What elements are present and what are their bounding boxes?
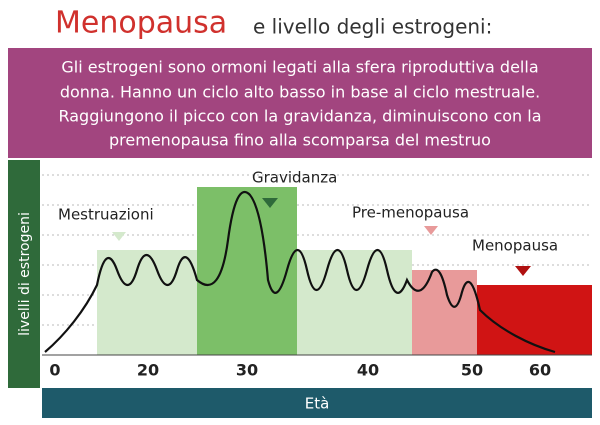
x-axis-label: Età (305, 395, 330, 413)
x-tick-label: 0 (49, 361, 60, 380)
arrow (515, 266, 531, 276)
x-tick-label: 40 (357, 361, 379, 380)
phase-zone (477, 285, 592, 355)
phase-zone (297, 250, 412, 355)
description-line: donna. Hanno un ciclo alto basso in base… (60, 83, 540, 102)
x-tick-label: 60 (529, 361, 551, 380)
y-axis-band (8, 160, 40, 388)
arrow (262, 198, 278, 208)
title: Menopausa (55, 6, 227, 41)
phase-zone (97, 250, 197, 355)
y-axis-label: livelli di estrogeni (17, 212, 33, 336)
phase-label: Menopausa (472, 237, 558, 255)
x-tick-label: 30 (236, 361, 258, 380)
x-tick-label: 50 (461, 361, 483, 380)
phase-zone (197, 187, 297, 355)
description-line: Raggiungono il picco con la gravidanza, … (58, 107, 541, 126)
phase-label: Gravidanza (252, 169, 337, 187)
estrogen-curve (44, 190, 556, 354)
description-line: Gli estrogeni sono ormoni legati alla sf… (61, 58, 538, 77)
x-axis-band (42, 388, 592, 418)
x-tick-label: 20 (137, 361, 159, 380)
description-line: premenopausa fino alla scomparsa del mes… (109, 131, 491, 150)
subtitle: e livello degli estrogeni: (253, 15, 492, 39)
arrow (112, 232, 126, 241)
phase-label: Pre-menopausa (352, 204, 469, 222)
arrow (424, 226, 438, 235)
description-box (8, 48, 592, 158)
phase-label: Mestruazioni (58, 206, 154, 224)
